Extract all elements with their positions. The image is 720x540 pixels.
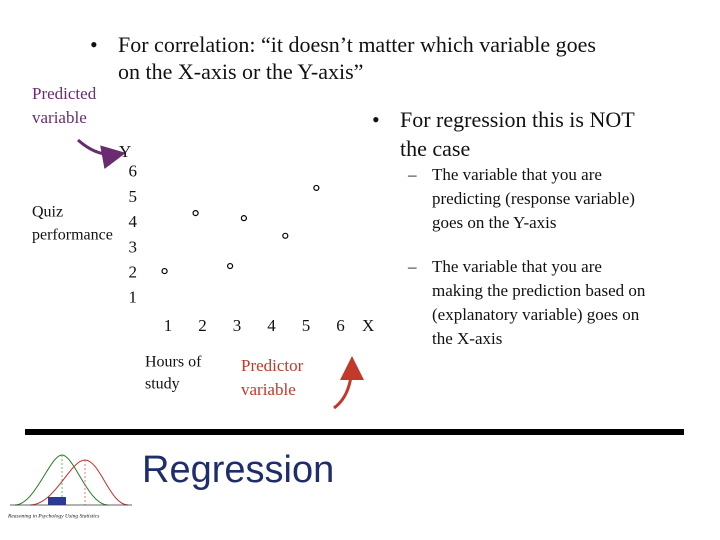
predictor-arrow xyxy=(333,356,364,410)
sub-bullet-text: (explanatory variable) goes on xyxy=(432,305,640,324)
x-tick-label: 4 xyxy=(267,316,276,335)
annotation: Predicted xyxy=(32,84,97,103)
y-tick-label: 1 xyxy=(129,288,138,307)
point xyxy=(240,215,247,222)
x-tick-label: 6 xyxy=(336,316,345,335)
point xyxy=(313,184,320,192)
slide-title: Regression xyxy=(142,449,334,491)
point xyxy=(227,262,234,270)
logo-caption: Reasoning in Psychology Using Statistics xyxy=(7,513,99,519)
point xyxy=(192,210,199,217)
sub-bullet-text: The variable that you are xyxy=(432,257,602,276)
bullet-text: on the X-axis or the Y-axis” xyxy=(118,59,363,84)
bullet-text: the case xyxy=(400,136,470,161)
annotation: variable xyxy=(241,380,296,399)
sub-bullet-text: The variable that you are xyxy=(432,165,602,184)
bullet-text: For correlation: “it doesn’t matter whic… xyxy=(118,32,596,57)
sub-bullet-marker: – xyxy=(407,257,417,276)
x-axis-title: Hours of xyxy=(145,354,202,371)
bullet-marker: • xyxy=(372,107,380,132)
y-tick-label: 6 xyxy=(129,162,138,181)
sub-bullet-text: making the prediction based on xyxy=(432,281,646,300)
y-axis-title: Quiz xyxy=(32,204,63,221)
x-tick-label: 2 xyxy=(198,316,207,335)
sub-bullet-text: goes on the Y-axis xyxy=(432,213,557,232)
annotation: variable xyxy=(32,108,87,127)
bullet-text: For regression this is NOT xyxy=(400,107,635,132)
x-axis-title: study xyxy=(145,376,180,393)
y-tick-label: 5 xyxy=(129,187,138,206)
x-axis-label: X xyxy=(362,316,374,335)
annotation: Predictor xyxy=(241,356,304,375)
y-axis-label: Y xyxy=(119,142,131,161)
x-tick-label: 1 xyxy=(164,316,173,335)
point xyxy=(161,267,168,275)
y-axis-title: performance xyxy=(32,227,113,244)
x-tick-label: 5 xyxy=(302,316,311,335)
y-tick-label: 4 xyxy=(129,212,138,231)
point xyxy=(282,232,289,239)
y-tick-label: 2 xyxy=(129,263,138,282)
logo: Reasoning in Psychology Using Statistics xyxy=(7,454,132,519)
predicted-arrow xyxy=(76,138,126,170)
x-tick-label: 3 xyxy=(233,316,242,335)
y-tick-label: 3 xyxy=(129,237,138,256)
bullet-marker: • xyxy=(90,32,98,57)
sub-bullet-marker: – xyxy=(407,165,417,184)
sub-bullet-text: the X-axis xyxy=(432,329,502,348)
sub-bullet-text: predicting (response variable) xyxy=(432,189,635,208)
